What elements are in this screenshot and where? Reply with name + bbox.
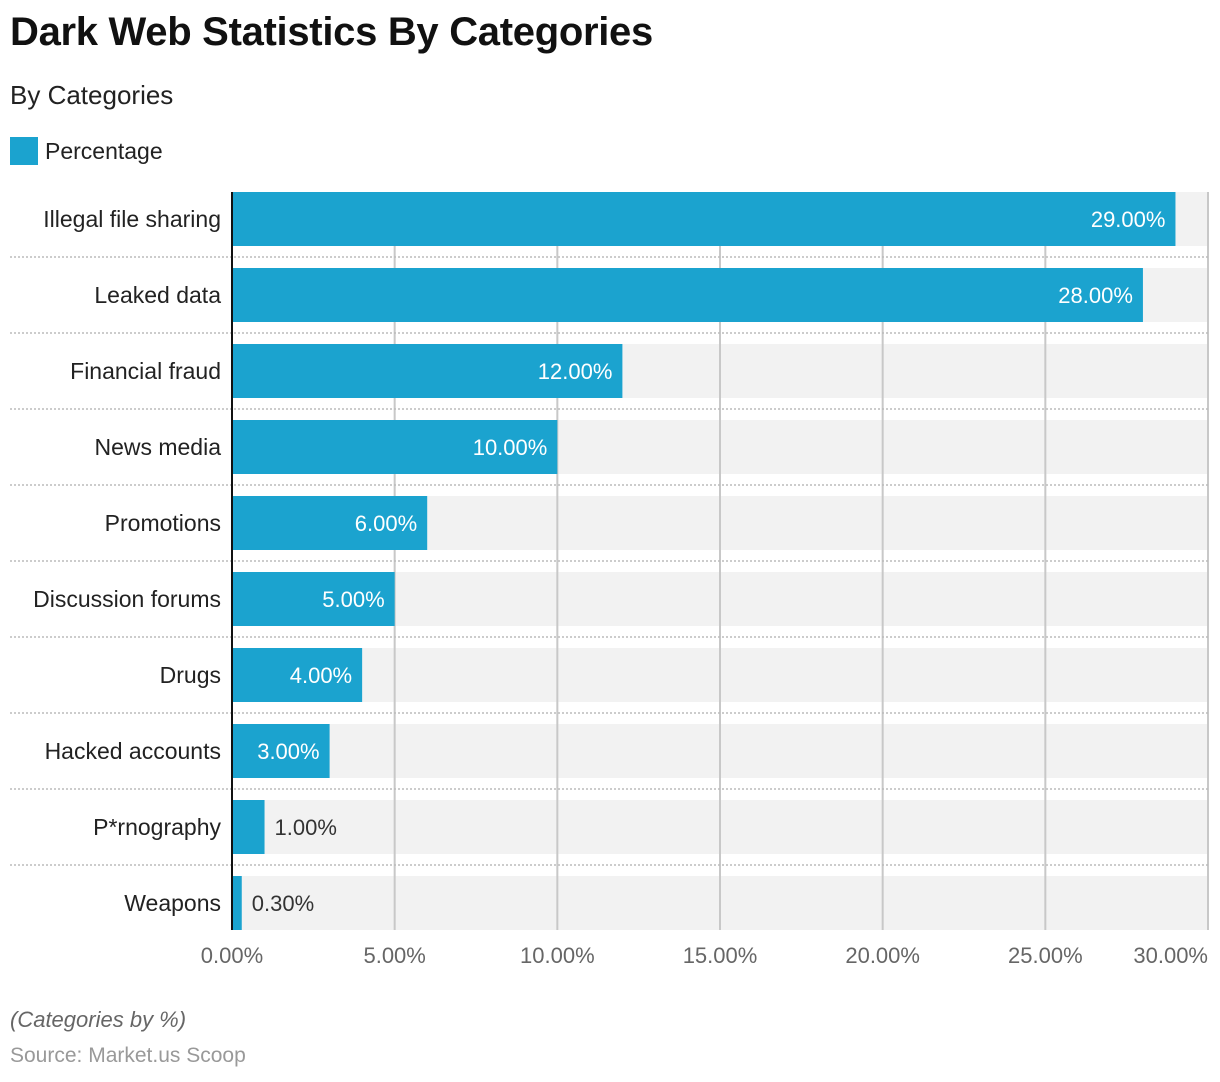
bar: [232, 572, 395, 626]
category-label: Weapons: [124, 890, 221, 916]
x-tick-label: 5.00%: [363, 943, 425, 968]
value-label: 12.00%: [538, 359, 613, 384]
x-tick-label: 25.00%: [1008, 943, 1083, 968]
value-label: 3.00%: [257, 739, 319, 764]
bar: [232, 800, 265, 854]
category-label: Drugs: [160, 662, 221, 688]
chart-subtitle: By Categories: [10, 80, 174, 110]
bar: [232, 268, 1143, 322]
category-label: Discussion forums: [33, 586, 221, 612]
bar: [232, 420, 558, 474]
legend: Percentage: [10, 136, 163, 166]
category-label: P*rnography: [93, 814, 221, 840]
value-label: 6.00%: [355, 511, 417, 536]
x-tick-label: 20.00%: [845, 943, 920, 968]
category-label: Hacked accounts: [45, 738, 221, 764]
value-label: 5.00%: [322, 587, 384, 612]
legend-label: Percentage: [45, 137, 163, 164]
category-label: News media: [94, 434, 221, 460]
x-tick-label: 30.00%: [1133, 943, 1208, 968]
value-label: 0.30%: [252, 891, 314, 916]
bar: [232, 496, 428, 550]
value-label: 29.00%: [1091, 207, 1166, 232]
x-tick-label: 0.00%: [201, 943, 263, 968]
category-label: Promotions: [105, 510, 221, 536]
bar: [232, 724, 330, 778]
value-label: 4.00%: [290, 663, 352, 688]
bar: [232, 192, 1176, 246]
category-label: Financial fraud: [70, 358, 221, 384]
legend-swatch: [10, 137, 38, 165]
x-tick-label: 15.00%: [683, 943, 758, 968]
bar-chart: Illegal file sharing 29.00% Leaked data 28.…: [10, 192, 1209, 968]
bar: [232, 648, 363, 702]
chart-title: Dark Web Statistics By Categories: [10, 10, 653, 54]
value-label: 10.00%: [473, 435, 548, 460]
footnote: (Categories by %): [10, 1007, 187, 1032]
value-label: 28.00%: [1058, 283, 1133, 308]
category-label: Illegal file sharing: [43, 206, 221, 232]
bar: [232, 344, 623, 398]
value-label: 1.00%: [275, 815, 337, 840]
x-tick-label: 10.00%: [520, 943, 595, 968]
bar: [232, 876, 242, 930]
category-label: Leaked data: [94, 282, 221, 308]
source-credit: Source: Market.us Scoop: [10, 1044, 246, 1067]
